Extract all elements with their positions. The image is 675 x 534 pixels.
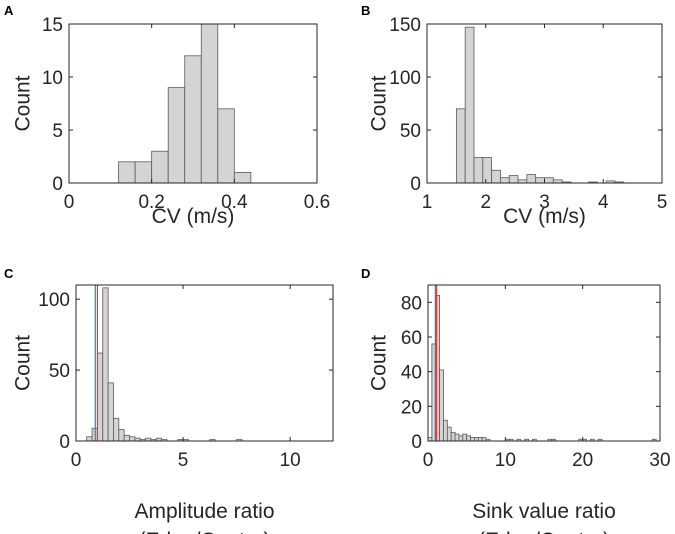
y-tick-label: 15: [42, 15, 63, 36]
histogram-bar: [544, 177, 554, 184]
histogram-bar: [200, 23, 219, 184]
x-tick-label: 2: [480, 192, 491, 213]
y-tick-label: 10: [42, 68, 63, 89]
histogram-bar: [151, 150, 169, 184]
panel-d: D 0 10 20 30 0 20 40 60 80 Count Sink value ratio (E…: [361, 266, 671, 534]
histogram-bar: [482, 157, 493, 184]
x-tick-label: 4: [598, 192, 609, 213]
histogram-bars: [86, 287, 243, 442]
x-tick-label: 10: [495, 450, 516, 471]
histogram-bar: [107, 382, 114, 442]
histogram-bar: [118, 429, 125, 442]
x-axis-label: Sink value ratio: [472, 500, 616, 523]
panel-a: A 0 0.2 0.4 0.6 0 5 10 15 Count CV (m/s): [4, 3, 330, 228]
x-tick-label: 0: [423, 450, 434, 471]
histogram-bar: [450, 431, 456, 442]
histogram-bar: [470, 437, 475, 442]
histogram-bar: [473, 157, 484, 184]
x-tick-label: 1: [422, 192, 433, 213]
histogram-bar: [233, 171, 252, 184]
y-tick-label: 40: [401, 363, 422, 384]
histogram-bar: [454, 433, 460, 442]
histogram-bar: [443, 419, 448, 442]
histogram-bar: [167, 87, 186, 184]
x-tick-label: 10: [280, 450, 301, 471]
x-tick-label: 5: [657, 192, 668, 213]
y-tick-label: 150: [389, 15, 421, 36]
histogram-bar: [508, 175, 519, 184]
histogram-bar: [86, 436, 93, 442]
x-tick-label: 30: [649, 450, 670, 471]
histogram-bar: [462, 433, 468, 442]
histogram-bar: [102, 287, 109, 442]
y-axis-label: Count: [367, 75, 390, 131]
y-tick-label: 50: [400, 121, 421, 142]
y-axis-label: Count: [11, 75, 34, 131]
histogram-bar: [129, 436, 136, 442]
histogram-bar: [97, 352, 104, 442]
x-tick-label: 20: [572, 450, 593, 471]
histogram-bar: [500, 177, 510, 184]
histogram-bar: [123, 434, 130, 442]
histogram-bars: [455, 26, 625, 184]
histogram-bars: [118, 23, 252, 184]
y-tick-label: 80: [401, 293, 422, 314]
histogram-bar: [446, 426, 452, 442]
histogram-bar: [113, 417, 120, 442]
histogram-bar: [464, 26, 475, 184]
x-tick-label: 0.2: [138, 192, 164, 213]
x-axis-label: Amplitude ratio: [134, 500, 274, 523]
y-tick-label: 100: [38, 290, 70, 311]
x-tick-label: 0: [71, 450, 82, 471]
x-tick-label: 5: [178, 450, 189, 471]
x-axis-label: (Edge/Center): [139, 529, 271, 534]
histogram-bar: [473, 437, 479, 442]
histogram-bar: [427, 437, 433, 442]
y-axis-label: Count: [367, 335, 390, 391]
histogram-bar: [184, 55, 202, 184]
histogram-bar: [118, 161, 136, 184]
x-tick-label: 0: [64, 192, 75, 213]
y-axis-label: Count: [11, 335, 34, 391]
histogram-bar: [439, 369, 444, 442]
x-tick-label: 3: [539, 192, 550, 213]
y-tick-label: 0: [52, 174, 63, 195]
y-tick-label: 0: [411, 432, 422, 453]
histogram-bar: [455, 108, 466, 184]
y-tick-label: 0: [410, 174, 421, 195]
histogram-bar: [458, 435, 464, 442]
histogram-bar: [466, 435, 471, 442]
x-tick-label: 0.4: [221, 192, 248, 213]
axes-box: [75, 284, 334, 442]
histogram-bar: [217, 108, 235, 184]
y-tick-label: 60: [401, 328, 422, 349]
y-tick-label: 50: [49, 361, 70, 382]
y-tick-label: 20: [401, 397, 422, 418]
histogram-bar: [491, 169, 501, 184]
x-axis-label: CV (m/s): [503, 205, 586, 228]
x-axis-label: (Edge/Center): [478, 529, 610, 534]
y-tick-label: 5: [52, 121, 63, 142]
histogram-bar: [526, 174, 537, 184]
histogram-bars: [427, 294, 657, 442]
panel-letter: A: [4, 3, 14, 18]
panel-letter: D: [361, 266, 370, 281]
histogram-bar: [535, 177, 545, 184]
axes-box: [427, 284, 661, 442]
x-tick-label: 0.6: [304, 192, 330, 213]
x-axis-label: CV (m/s): [152, 205, 235, 228]
panel-letter: B: [361, 3, 370, 18]
y-tick-label: 0: [59, 432, 70, 453]
histogram-bar: [477, 437, 483, 442]
axes-box: [68, 23, 318, 184]
histogram-bar: [481, 437, 487, 442]
panel-letter: C: [4, 266, 14, 281]
y-tick-label: 100: [389, 68, 421, 89]
histogram-bar: [134, 161, 153, 184]
